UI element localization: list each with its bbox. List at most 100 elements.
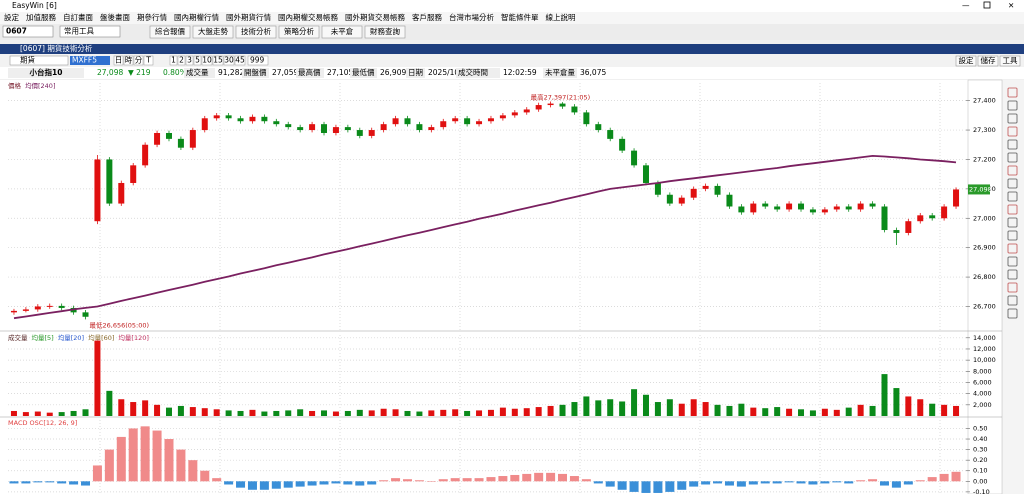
side-icon[interactable] xyxy=(1007,126,1018,137)
side-icon[interactable] xyxy=(1007,100,1018,111)
toolbar-button[interactable] xyxy=(321,25,363,39)
side-icon[interactable] xyxy=(1007,269,1018,280)
volume-bar xyxy=(690,399,697,416)
candle-body xyxy=(332,127,339,133)
side-icon[interactable] xyxy=(1007,152,1018,163)
candle-body xyxy=(46,305,53,307)
toolbar-button[interactable] xyxy=(364,25,406,39)
side-icon[interactable] xyxy=(1007,204,1018,215)
side-icon[interactable] xyxy=(1007,282,1018,293)
minute-button[interactable] xyxy=(185,55,194,66)
macd-bar xyxy=(832,481,842,483)
side-icon[interactable] xyxy=(1007,165,1018,176)
side-icon[interactable] xyxy=(1007,139,1018,150)
candle-body xyxy=(726,194,733,207)
y-tick-label: 0.30 xyxy=(973,446,987,454)
minute-button[interactable] xyxy=(201,55,213,66)
toolbar-button[interactable] xyxy=(149,25,191,39)
candle-body xyxy=(619,138,626,151)
minute-button[interactable] xyxy=(223,55,235,66)
volume-bar xyxy=(774,407,781,416)
menu-item[interactable]: 線上說明 xyxy=(546,12,576,22)
macd-bar xyxy=(856,480,866,482)
toolbar-button[interactable] xyxy=(278,25,320,39)
macd-bar xyxy=(689,481,699,487)
maximize[interactable] xyxy=(983,1,991,9)
action-button[interactable] xyxy=(955,55,977,67)
candle-body xyxy=(702,185,709,189)
period-label: 分 xyxy=(135,56,143,65)
macd-bar xyxy=(736,481,746,487)
market-box[interactable] xyxy=(9,55,69,66)
minute-button[interactable] xyxy=(212,55,224,66)
period-button[interactable] xyxy=(133,55,144,66)
action-button[interactable] xyxy=(977,55,999,67)
minimize[interactable]: — xyxy=(962,1,970,10)
candle-body xyxy=(631,150,638,166)
candle-body xyxy=(392,118,399,125)
volume-bar xyxy=(786,408,793,416)
field-label-cell xyxy=(543,68,577,78)
y-tick-label: 8,000 xyxy=(973,367,992,375)
symbol-box[interactable] xyxy=(70,56,110,65)
side-icon[interactable] xyxy=(1007,178,1018,189)
macd-bar xyxy=(844,481,854,484)
toolbar-button-label: 技術分析 xyxy=(241,26,271,36)
quote: 小台指10 27,098 ▼ 219 0.80% 成交量 91,282 開盤價 27,059 最… xyxy=(8,67,606,78)
close[interactable]: ✕ xyxy=(1008,1,1014,10)
toolbar-button[interactable] xyxy=(192,25,234,39)
action-button[interactable] xyxy=(999,55,1021,67)
menu-item[interactable]: 智能條件單 xyxy=(501,12,539,22)
menu-item[interactable]: 盤後畫面 xyxy=(100,12,130,22)
candle-body xyxy=(177,138,184,148)
menu-item[interactable]: 國內期權交易帳務 xyxy=(278,12,338,22)
side-icon[interactable] xyxy=(1007,295,1018,306)
menu-item[interactable]: 設定 xyxy=(4,12,19,22)
menu-item[interactable]: 客戶服務 xyxy=(412,12,442,22)
panel-toolbar xyxy=(0,54,1024,67)
period-button[interactable] xyxy=(143,55,154,66)
macd-bar xyxy=(665,481,675,492)
macd-bar xyxy=(116,436,126,482)
side-icon[interactable] xyxy=(1007,191,1018,202)
menu-item[interactable]: 國外期貨交易帳務 xyxy=(345,12,405,22)
minute-button[interactable] xyxy=(177,55,186,66)
menu-item[interactable]: 自訂畫面 xyxy=(63,12,93,22)
side-icon[interactable] xyxy=(1007,243,1018,254)
side-icon[interactable] xyxy=(1007,113,1018,124)
minute-button[interactable] xyxy=(169,55,178,66)
macd-bar xyxy=(796,481,806,484)
menu-item[interactable]: 國外期貨行情 xyxy=(226,12,271,22)
count-box[interactable] xyxy=(247,55,269,66)
toolbar-button[interactable] xyxy=(235,25,277,39)
menu-item[interactable]: 台灣市場分析 xyxy=(449,12,494,22)
side-icon[interactable] xyxy=(1007,217,1018,228)
candle-body xyxy=(285,124,292,128)
tools-box[interactable] xyxy=(59,25,121,38)
legend-entry: 均量[60] xyxy=(88,333,114,342)
side-icon[interactable] xyxy=(1007,256,1018,267)
menu-item[interactable]: 國內期權行情 xyxy=(174,12,219,22)
minute-button[interactable] xyxy=(193,55,202,66)
volume-bar xyxy=(738,403,745,416)
macd-bar xyxy=(45,481,55,483)
field-label: 最低價 xyxy=(352,67,375,77)
side-icon[interactable] xyxy=(1007,308,1018,319)
period-button[interactable] xyxy=(123,55,134,66)
menu-item[interactable]: 加值服務 xyxy=(26,12,56,22)
minute-button[interactable] xyxy=(234,55,246,66)
side-icon[interactable] xyxy=(1007,87,1018,98)
code-box[interactable] xyxy=(2,25,54,38)
macd-bar xyxy=(307,481,317,486)
candle-body xyxy=(22,309,29,311)
side-icon[interactable] xyxy=(1007,230,1018,241)
macd-bar xyxy=(9,481,19,484)
macd-bar xyxy=(808,481,818,485)
volume-bar xyxy=(953,405,960,416)
volume-bar xyxy=(142,400,149,416)
period-button[interactable] xyxy=(113,55,124,66)
candle-body xyxy=(881,206,888,231)
menu-item[interactable]: 期參行情 xyxy=(137,12,167,22)
candle-body xyxy=(893,230,900,233)
